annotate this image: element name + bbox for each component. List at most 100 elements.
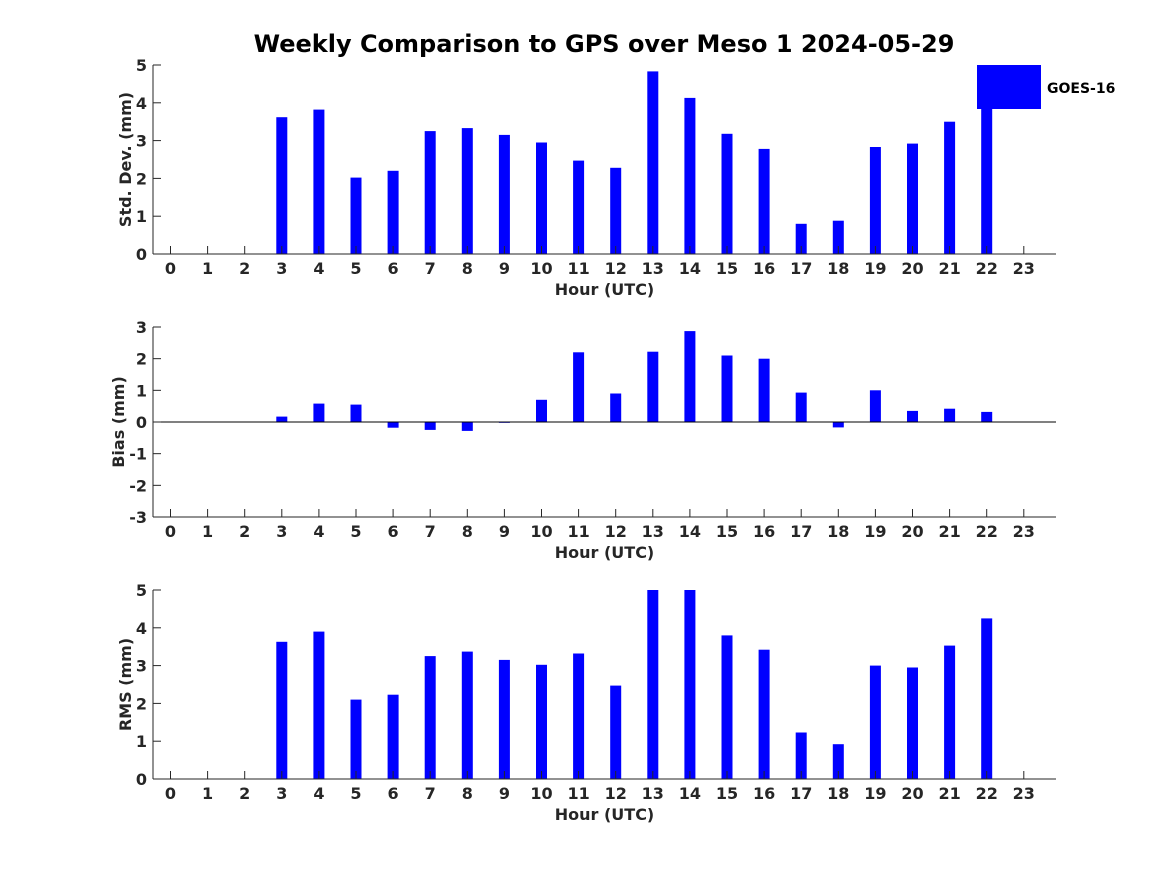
bar-rms-15	[721, 635, 733, 779]
y-tick-label: 1	[136, 207, 147, 226]
bar-rms-19	[869, 665, 881, 779]
x-tick-label: 14	[679, 522, 701, 541]
x-tick-label: 6	[388, 522, 399, 541]
x-tick-label: 11	[567, 522, 589, 541]
x-tick-label: 0	[165, 259, 176, 278]
x-tick-label: 6	[388, 784, 399, 803]
x-tick-label: 15	[716, 784, 738, 803]
bar-std-22	[981, 100, 993, 255]
bar-bias-11	[573, 352, 585, 422]
y-tick-label: 0	[136, 770, 147, 789]
x-tick-label: 12	[605, 259, 627, 278]
x-tick-label: 9	[499, 259, 510, 278]
bar-std-14	[684, 97, 696, 255]
x-axis-label: Hour (UTC)	[555, 543, 655, 562]
bar-std-10	[536, 142, 547, 254]
y-tick-label: 3	[136, 657, 147, 676]
bar-bias-10	[536, 399, 547, 422]
x-tick-label: 13	[642, 522, 664, 541]
y-tick-label: -2	[129, 476, 147, 495]
y-tick-label: -1	[129, 445, 147, 464]
chart-title: Weekly Comparison to GPS over Meso 1 202…	[254, 30, 955, 58]
y-axis-label: RMS (mm)	[116, 638, 135, 731]
y-tick-label: 5	[136, 56, 147, 75]
bar-rms-3	[276, 641, 288, 779]
x-tick-label: 8	[462, 522, 473, 541]
x-tick-label: 3	[276, 522, 287, 541]
y-tick-label: 5	[136, 581, 147, 600]
y-tick-label: 4	[136, 94, 147, 113]
bar-std-6	[387, 170, 399, 254]
bar-rms-10	[536, 664, 547, 779]
y-tick-label: 2	[136, 169, 147, 188]
x-tick-label: 8	[462, 259, 473, 278]
bar-std-12	[610, 167, 622, 254]
x-tick-label: 14	[679, 784, 701, 803]
x-tick-label: 23	[1013, 784, 1035, 803]
legend: GOES-16	[977, 65, 1115, 109]
x-tick-label: 19	[864, 259, 886, 278]
bar-rms-21	[944, 645, 956, 779]
x-tick-label: 22	[976, 522, 998, 541]
bar-rms-8	[461, 651, 473, 779]
x-tick-label: 2	[239, 522, 250, 541]
x-tick-label: 14	[679, 259, 701, 278]
x-tick-label: 11	[567, 784, 589, 803]
x-tick-label: 5	[350, 522, 361, 541]
x-tick-label: 23	[1013, 522, 1035, 541]
x-tick-label: 12	[605, 522, 627, 541]
bar-bias-18	[832, 422, 844, 428]
x-tick-label: 13	[642, 784, 664, 803]
bar-std-9	[498, 134, 510, 254]
y-tick-label: 1	[136, 381, 147, 400]
bar-rms-5	[350, 699, 362, 779]
x-tick-label: 1	[202, 784, 213, 803]
x-tick-label: 21	[938, 259, 960, 278]
x-tick-label: 3	[276, 259, 287, 278]
bar-bias-16	[758, 358, 770, 422]
bar-rms-13	[647, 590, 659, 779]
y-tick-label: 2	[136, 694, 147, 713]
y-tick-label: 3	[136, 318, 147, 337]
x-tick-label: 12	[605, 784, 627, 803]
bar-rms-16	[758, 649, 770, 779]
bar-std-13	[647, 71, 659, 255]
x-tick-label: 2	[239, 259, 250, 278]
x-tick-label: 23	[1013, 259, 1035, 278]
bar-bias-19	[869, 390, 881, 422]
bar-rms-9	[498, 659, 510, 779]
x-tick-label: 17	[790, 522, 812, 541]
bar-rms-17	[795, 732, 807, 779]
x-tick-label: 10	[530, 259, 552, 278]
bar-std-8	[461, 128, 473, 254]
x-tick-label: 2	[239, 784, 250, 803]
x-tick-label: 17	[790, 259, 812, 278]
x-tick-label: 8	[462, 784, 473, 803]
bar-std-19	[869, 147, 881, 254]
x-tick-label: 18	[827, 522, 849, 541]
x-tick-label: 1	[202, 259, 213, 278]
legend-label: GOES-16	[1047, 81, 1115, 97]
x-tick-label: 15	[716, 259, 738, 278]
bar-bias-22	[981, 411, 993, 422]
bar-rms-20	[907, 667, 918, 779]
x-tick-label: 6	[388, 259, 399, 278]
x-tick-label: 10	[530, 784, 552, 803]
x-tick-label: 18	[827, 259, 849, 278]
x-tick-label: 13	[642, 259, 664, 278]
bar-bias-4	[313, 403, 325, 422]
bar-bias-7	[424, 422, 436, 430]
bar-std-15	[721, 133, 733, 254]
y-tick-label: -3	[129, 508, 147, 527]
x-tick-label: 22	[976, 784, 998, 803]
bar-bias-5	[350, 404, 362, 422]
x-tick-label: 7	[425, 259, 436, 278]
x-tick-label: 11	[567, 259, 589, 278]
bar-std-5	[350, 177, 362, 254]
x-axis-label: Hour (UTC)	[555, 805, 655, 824]
x-tick-label: 9	[499, 522, 510, 541]
